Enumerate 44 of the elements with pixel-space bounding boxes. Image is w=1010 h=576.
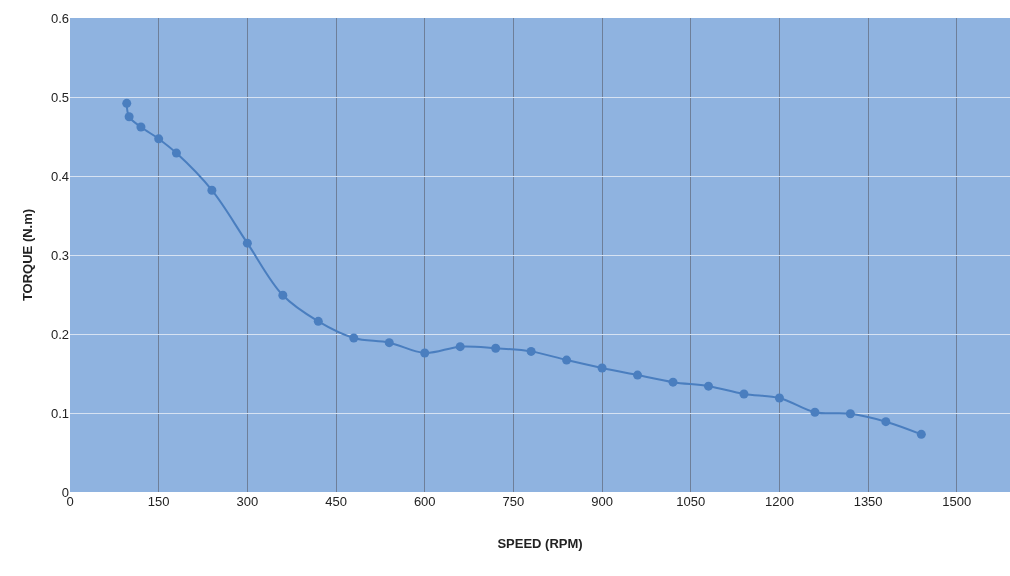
point [136,122,146,132]
point [124,112,134,122]
y-tick-label: 0.6 [50,10,69,26]
point [242,238,252,248]
x-tick-label: 1200 [764,494,794,509]
y-tick-label: 0.5 [50,89,69,105]
point [703,381,713,391]
point [122,98,132,108]
point [774,393,784,403]
point [810,407,820,417]
point [207,185,217,195]
x-tick-label: 1050 [676,494,706,509]
point [739,389,749,399]
point [881,417,891,427]
x-tick-label: 450 [325,494,347,509]
point [313,316,323,326]
point [668,377,678,387]
x-axis-title: SPEED (RPM) [497,535,583,551]
y-tick-label: 0.4 [50,168,69,184]
x-tick-label: 150 [147,494,170,509]
y-tick-label: 0.1 [50,405,69,421]
point [154,134,164,144]
point [916,429,926,439]
x-tick-label: 750 [502,494,525,509]
y-tick-label: 0.2 [50,326,69,342]
y-axis-title: TORQUE (N.m) [19,208,35,302]
point [171,148,181,158]
point [384,338,394,348]
point [526,346,536,356]
point [562,355,572,365]
point [491,343,501,353]
point [278,290,288,300]
point [633,370,643,380]
point [845,409,855,419]
point [349,333,359,343]
x-tick-label: 600 [413,494,436,509]
point [455,342,465,352]
point [597,363,607,373]
x-tick-label: 300 [236,494,259,509]
point [420,348,430,358]
x-tick-label: 1350 [853,494,883,509]
x-tick-label: 1500 [942,494,972,509]
y-tick-label: 0.3 [50,247,69,263]
x-tick-label: 900 [591,494,613,509]
